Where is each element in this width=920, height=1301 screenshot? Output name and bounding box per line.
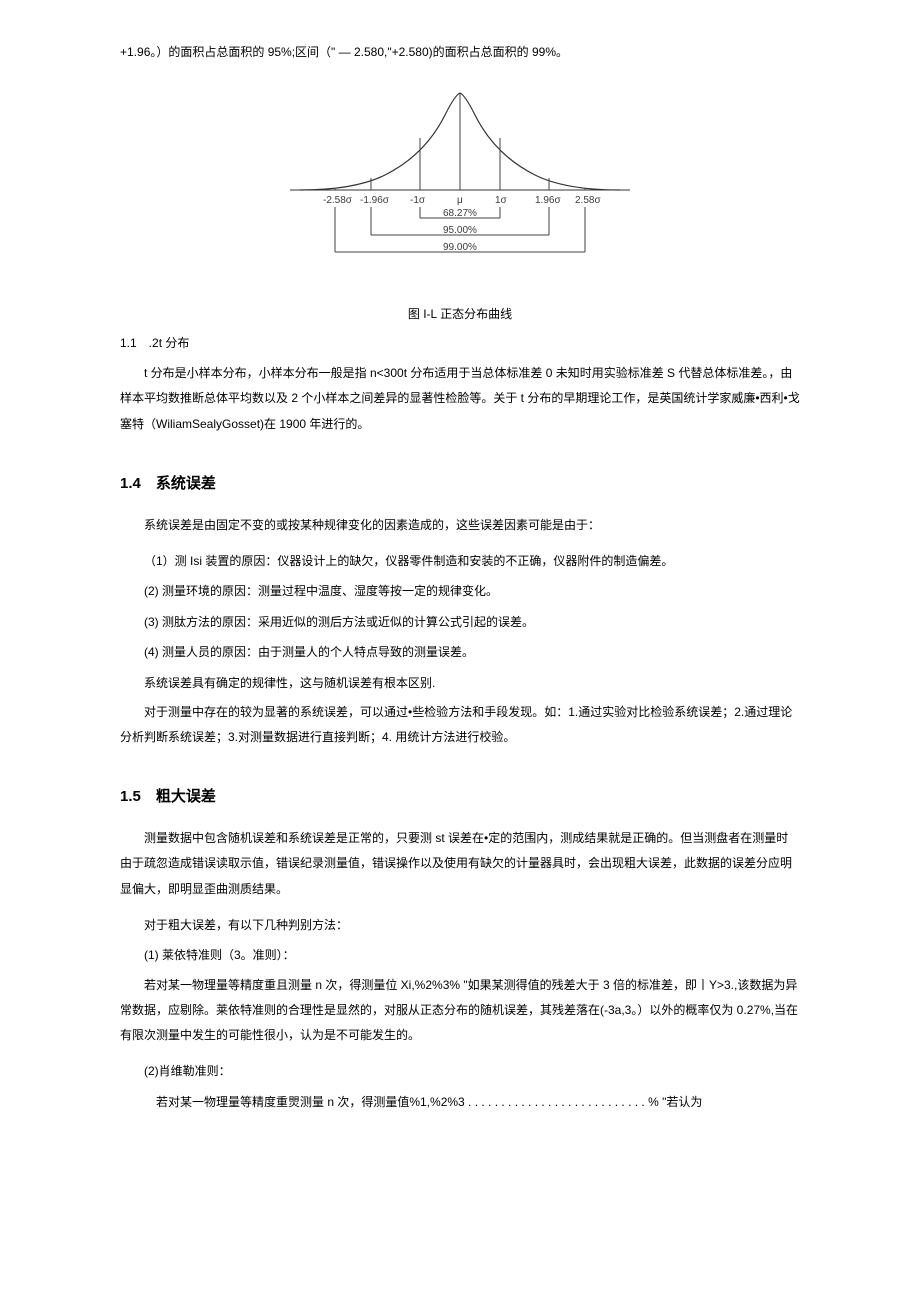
pct99: 99.00% bbox=[443, 242, 477, 253]
lbl-p258: 2.58σ bbox=[575, 195, 601, 206]
sec14-note: 系统误差具有确定的规律性，这与随机误差有根本区别. bbox=[120, 670, 800, 696]
lbl-mu: μ bbox=[457, 195, 463, 206]
sec15-para3: 若对某一物理量等精度重煛测量 n 次，得测量值%1,%2%3 . . . . .… bbox=[120, 1089, 800, 1115]
sec14-intro: 系统误差是由固定不变的或按某种规律变化的因素造成的，这些误差因素可能是由于： bbox=[120, 513, 800, 538]
normal-curve-svg: -2.58σ -1.96σ -1σ μ 1σ 1.96σ 2.58σ 68.27… bbox=[275, 75, 645, 285]
figure-caption: 图 I-L 正态分布曲线 bbox=[120, 305, 800, 322]
pct95: 95.00% bbox=[443, 225, 477, 236]
sec112-heading: 1.1 .2t 分布 bbox=[120, 334, 800, 351]
lbl-m196: -1.96σ bbox=[360, 195, 390, 206]
lbl-p1: 1σ bbox=[495, 195, 508, 206]
sec14-item-4: (4) 测量人员的原因：由于测量人的个人特点导致的测量误差。 bbox=[120, 639, 800, 665]
sec15-item1: (1) 莱依特准则（3。准则）： bbox=[120, 942, 800, 968]
sec15-intro2: 对于粗大误差，有以下几种判别方法： bbox=[120, 912, 800, 938]
sec15-item2: (2)肖维勒准则： bbox=[120, 1058, 800, 1084]
top-text: +1.96。）的面积占总面积的 95%;区间（" — 2.580,"+2.580… bbox=[120, 40, 800, 65]
pct68: 68.27% bbox=[443, 208, 477, 219]
sec14-para2: 对于测量中存在的较为显著的系统误差，可以通过•些检验方法和手段发现。如：1.通过… bbox=[120, 700, 800, 750]
lbl-m258: -2.58σ bbox=[323, 195, 353, 206]
sec15-heading: 1.5 粗大误差 bbox=[120, 785, 800, 806]
sec14-item-3: (3) 测肽方法的原因：采用近似的测后方法或近似的计算公式引起的误差。 bbox=[120, 609, 800, 635]
sec15-para2: 若对某一物理量等精度重且测量 n 次，得测量位 Xi,%2%3% "如果某测得值… bbox=[120, 973, 800, 1049]
sec112-para: t 分布是小样本分布，小样本分布一般是指 n<300t 分布适用于当总体标准差 … bbox=[120, 361, 800, 437]
lbl-p196: 1.96σ bbox=[535, 195, 561, 206]
sec15-para1: 测量数据中包含随机误差和系统误差是正常的，只要测 st 误差在•定的范围内，测成… bbox=[120, 826, 800, 902]
sec14-item-1: （1）测 Isi 装置的原因：仪器设计上的缺欠，仪器零件制造和安装的不正确，仪器… bbox=[120, 548, 800, 574]
lbl-m1: -1σ bbox=[410, 195, 426, 206]
normal-dist-figure: -2.58σ -1.96σ -1σ μ 1σ 1.96σ 2.58σ 68.27… bbox=[120, 75, 800, 290]
sec14-item-2: (2) 测量环境的原因：测量过程中温度、湿度等按一定的规律变化。 bbox=[120, 578, 800, 604]
sec14-heading: 1.4 系统误差 bbox=[120, 472, 800, 493]
